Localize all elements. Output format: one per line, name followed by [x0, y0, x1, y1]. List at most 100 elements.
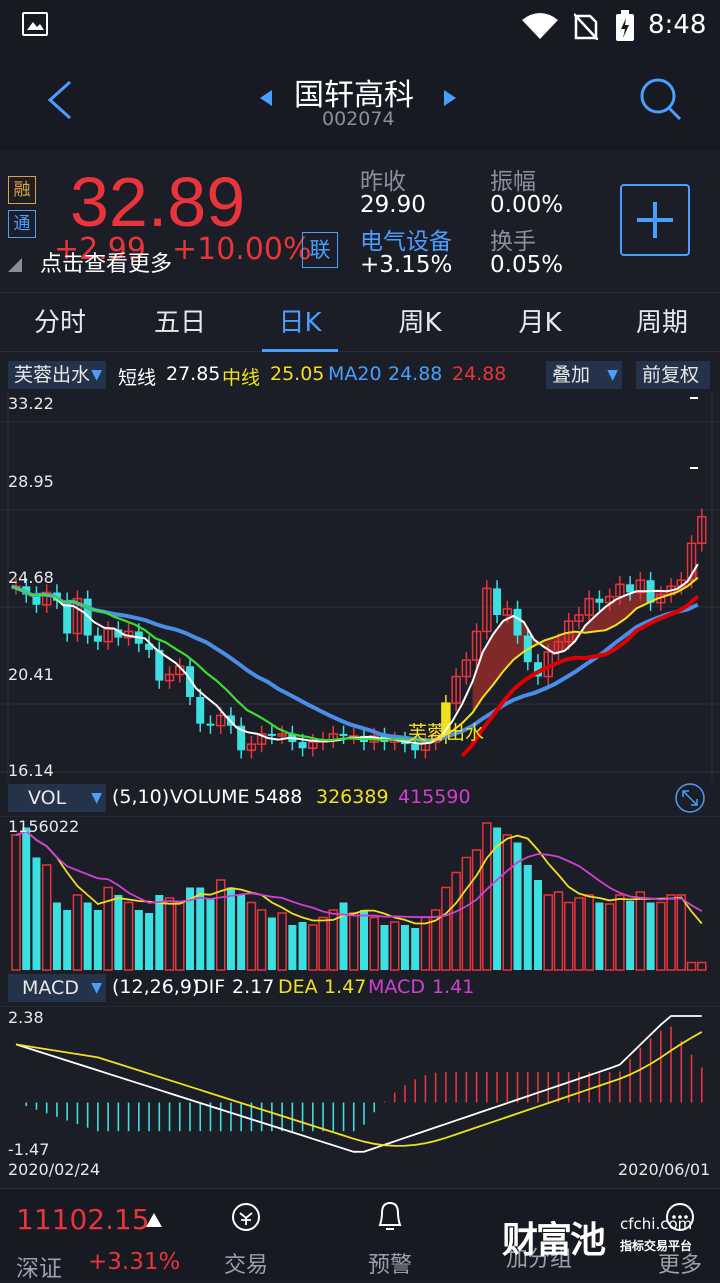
volume-bar [686, 961, 697, 971]
prev-stock-icon[interactable] [258, 88, 274, 108]
nav-trade[interactable]: 交易 [206, 1189, 286, 1281]
macd-dropdown[interactable]: MACD ▼ [8, 974, 106, 1002]
cloud-fill [472, 564, 698, 713]
index-value: 11102.15 [16, 1203, 150, 1236]
candle [502, 608, 513, 616]
volume-bar [595, 902, 604, 970]
volume-bar [41, 864, 52, 971]
overlay-label: 叠加 [552, 364, 591, 386]
stock-code: 002074 [322, 108, 395, 130]
nav-add-group[interactable]: 加分组 [494, 1189, 584, 1281]
macd-chart[interactable] [0, 1006, 720, 1162]
next-stock-icon[interactable] [442, 88, 458, 108]
volume-max-label: 1156022 [8, 817, 80, 836]
short-line-value: 27.85 [166, 363, 221, 385]
volume-bar [288, 925, 297, 970]
watermark-sub: 指标交易平台 [620, 1239, 693, 1253]
candle [534, 662, 542, 677]
extra-line-value: 24.88 [452, 363, 507, 385]
candle [246, 743, 257, 752]
adjust-button[interactable]: 前复权 [636, 361, 710, 389]
y-label-1: 33.22 [8, 394, 54, 413]
macd-label: MACD [368, 976, 425, 998]
trade-icon [232, 1203, 260, 1231]
gallery-icon [22, 12, 48, 36]
tab-intraday[interactable]: 分时 [33, 308, 86, 338]
nav-alert[interactable]: 预警 [350, 1189, 430, 1281]
linked-badge[interactable]: 联 [302, 232, 338, 268]
volume-bar [298, 922, 307, 970]
macd-value: 1.41 [432, 976, 475, 998]
volume-bar [604, 903, 615, 971]
top-bar: 国轩高科 002074 [0, 50, 720, 150]
tab-period[interactable]: 周期 [635, 308, 688, 338]
volume-bar [461, 856, 472, 971]
tab-monthly-k[interactable]: 月K [518, 308, 562, 338]
search-icon[interactable] [638, 76, 682, 122]
candle [206, 723, 215, 726]
volume-bar [63, 910, 72, 970]
volume-ma5 [15, 830, 703, 925]
dea-value: 1.47 [324, 976, 367, 998]
volume-bar [145, 913, 154, 970]
tab-weekly-k[interactable]: 周K [398, 308, 442, 338]
volume-bar [134, 910, 143, 970]
overlay-dropdown[interactable]: 叠加 ▼ [546, 361, 622, 389]
current-price: 32.89 [70, 163, 246, 241]
nav-more-label: 更多 [657, 1253, 702, 1278]
y-label-2: 28.95 [8, 472, 54, 491]
y-label-4: 20.41 [8, 665, 54, 684]
nav-add-group-label: 加分组 [505, 1247, 572, 1272]
volume-bar [22, 827, 31, 970]
status-bar: 8:48 [0, 0, 720, 50]
tab-daily-k[interactable]: 日K [278, 308, 322, 338]
candle [72, 597, 83, 635]
more-hint[interactable]: 点击查看更多 [40, 252, 173, 277]
dea-label: DEA [278, 976, 318, 998]
candle [451, 675, 461, 704]
short-line-label: 短线 [118, 367, 157, 389]
volume-bar [246, 901, 257, 971]
volume-bar [11, 834, 21, 971]
add-watchlist-button[interactable] [620, 184, 690, 256]
volume-bar [328, 909, 339, 971]
volume-bar [420, 916, 431, 971]
tab-five-day[interactable]: 五日 [153, 308, 206, 338]
kline-chart[interactable] [0, 392, 720, 782]
volume-bar [318, 916, 328, 971]
back-icon[interactable] [44, 78, 74, 122]
candle [461, 659, 472, 678]
volume-bar [553, 891, 564, 971]
candle [635, 579, 646, 594]
candle [513, 608, 522, 636]
volume-bar [666, 894, 676, 971]
nav-more[interactable]: 更多 [640, 1189, 720, 1281]
candle [145, 643, 154, 650]
volume-bar [339, 902, 348, 970]
expand-icon[interactable] [674, 782, 706, 814]
turnover-value: 0.05% [490, 252, 564, 278]
candle [267, 733, 276, 736]
candle [32, 594, 41, 605]
bell-icon [378, 1201, 402, 1230]
candle [493, 588, 502, 616]
sector-label[interactable]: 电气设备 [360, 229, 452, 255]
y-label-5: 16.14 [8, 761, 54, 780]
up-arrow-icon [146, 1213, 162, 1227]
volume-bar [411, 928, 420, 970]
candle [93, 635, 102, 642]
volume-bar [534, 880, 542, 970]
volume-bar [523, 865, 532, 970]
volume-chart[interactable] [0, 816, 720, 972]
connect-badge: 通 [8, 210, 36, 238]
volume-dropdown[interactable]: VOL ▼ [8, 784, 106, 812]
volume-bar [369, 916, 379, 971]
macd-indicator-label: MACD [22, 977, 79, 999]
prev-close-value: 29.90 [360, 192, 426, 218]
indicator-dropdown[interactable]: 芙蓉出水 ▼ [8, 361, 106, 389]
volume-bar [155, 895, 164, 970]
volume-bar [32, 857, 41, 970]
volume-bar [646, 902, 655, 970]
volume-bar [626, 901, 635, 970]
volume-ma10 [15, 830, 703, 918]
